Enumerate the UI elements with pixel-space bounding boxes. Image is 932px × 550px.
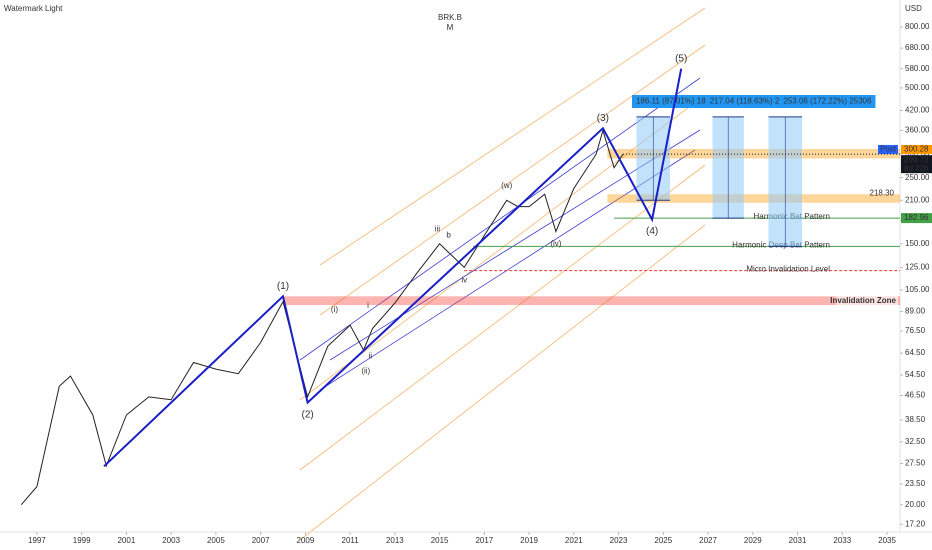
post-price-label: 300.28 [904,145,929,154]
price-line [20,128,624,506]
y-tick-label: 250.00 [905,173,930,182]
level-label: Micro Invalidation Level [746,265,830,274]
zone [607,194,900,203]
x-tick-label: 2025 [654,536,672,545]
x-tick-label: 2027 [699,536,717,545]
x-tick-label: 2003 [162,536,180,545]
currency: USD [905,4,922,13]
y-tick-label: 580.00 [905,64,930,73]
sub-wave-label: i [367,301,369,310]
y-tick-label: 20.00 [905,500,926,509]
y-tick-label: 89.00 [905,307,926,316]
y-tick-label: 680.00 [905,43,930,52]
post-tag [878,144,898,154]
x-tick-label: 2007 [252,536,270,545]
y-tick-label: 150.00 [905,239,930,248]
zone [282,296,900,306]
x-tick-label: 2017 [475,536,493,545]
sub-wave-label: b [446,231,451,240]
zone-label-bg [836,295,898,306]
wave-label: (5) [675,53,687,64]
y-tick-label: 500.00 [905,83,930,92]
x-tick-label: 2023 [610,536,628,545]
current-price-label: 299.73 [904,155,929,164]
y-tick-label: 64.50 [905,348,926,357]
sub-wave-label: iv [461,276,467,285]
chart-subtitle: M [447,23,454,32]
zone [607,148,900,159]
zone-label: Invalidation Zone [830,296,896,305]
sub-wave-label: (ii) [361,367,370,376]
x-tick-label: 2029 [744,536,762,545]
y-tick-label: 23.50 [905,479,926,488]
y-tick-label: 360.00 [905,126,930,135]
x-tick-label: 2033 [833,536,851,545]
x-tick-label: 2021 [565,536,583,545]
y-tick-label: 17.20 [905,519,926,528]
x-tick-label: 2001 [117,536,135,545]
x-tick-label: 2015 [431,536,449,545]
x-tick-label: 1999 [73,536,91,545]
target-label: 217.04 (118.63%) 2 [710,97,780,106]
y-tick-label: 76.50 [905,326,926,335]
y-tick-label: 27.50 [905,459,926,468]
sub-wave-label: (w) [501,181,512,190]
watermark: Watermark Light [4,4,63,13]
x-tick-label: 2035 [878,536,896,545]
target-label-bg [632,95,876,108]
post-price-tag [901,144,932,154]
y-tick-label: 32.50 [905,437,926,446]
wave-label: (3) [597,113,609,124]
wave-label: (1) [277,281,289,292]
y-tick-label: 210.00 [905,195,930,204]
countdown-label: 8d 22h [904,164,928,173]
price-tag-label: 182.96 [904,213,929,222]
sub-wave-label: iii [435,224,441,233]
x-tick-label: 2013 [386,536,404,545]
y-tick-label: 46.50 [905,391,926,400]
wave-line [103,68,683,468]
y-tick-label: 105.00 [905,285,930,294]
target-label: 253.06 (172.22%) 25306 [783,97,872,106]
x-tick-label: 2019 [520,536,538,545]
chart-title: BRK.B [438,13,462,22]
post-tag-label: Post [880,145,897,154]
target-label: 186.11 (87.01%) 18 [636,97,706,106]
y-tick-label: 800.00 [905,22,930,31]
y-tick-label: 54.50 [905,370,926,379]
y-tick-label: 38.50 [905,415,926,424]
sub-wave-label: (i) [331,305,338,314]
zone-label: 218.30 [870,188,895,197]
wave-label: (4) [646,226,658,237]
x-tick-label: 2011 [342,536,360,545]
y-tick-label: 125.00 [905,263,930,272]
x-tick-label: 2009 [296,536,314,545]
current-price-tag [901,155,932,174]
x-tick-label: 2005 [207,536,225,545]
wave-label: (2) [301,409,313,420]
price-tag [901,213,932,224]
sub-wave-label: (iv) [550,239,561,248]
y-tick-label: 420.00 [905,106,930,115]
sub-wave-label: ii [368,351,372,360]
x-tick-label: 2031 [789,536,807,545]
x-tick-label: 1997 [28,536,46,545]
